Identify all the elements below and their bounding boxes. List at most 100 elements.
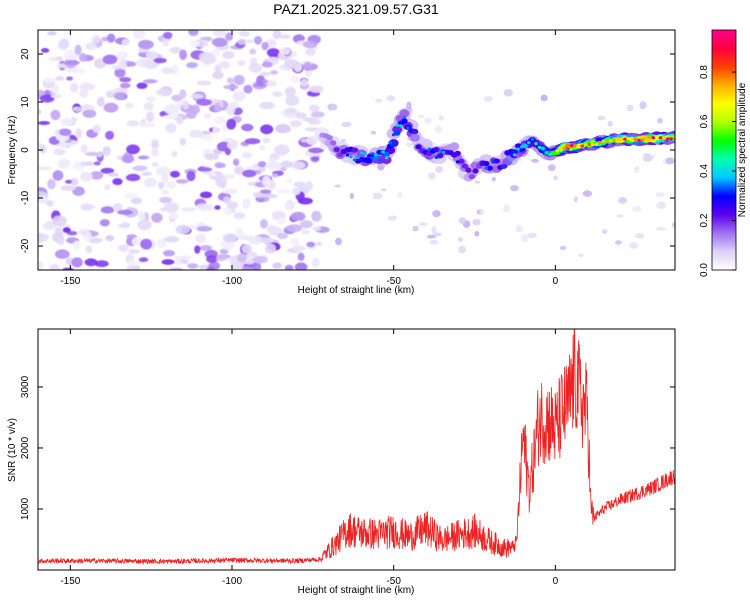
noise-blob (474, 231, 480, 237)
noise-blob (286, 224, 303, 233)
noise-blob (84, 258, 98, 267)
ridge-mark (402, 115, 407, 119)
y-tick-label: 20 (20, 48, 31, 60)
noise-blob (225, 32, 234, 41)
ridge-mark (512, 153, 517, 157)
noise-blob (175, 179, 189, 184)
noise-blob (417, 114, 425, 119)
noise-blob (140, 238, 153, 250)
ridge-mark (427, 147, 432, 151)
noise-blob (242, 198, 251, 209)
noise-blob (159, 196, 173, 204)
noise-blob (233, 158, 240, 166)
noise-blob (212, 126, 220, 135)
ridge-mark (616, 138, 620, 142)
noise-blob (249, 48, 257, 55)
noise-blob (119, 77, 132, 83)
noise-blob (214, 205, 221, 210)
noise-blob (491, 176, 496, 182)
noise-blob (138, 39, 154, 50)
ridge-mark (605, 140, 609, 144)
ridge-mark (415, 144, 422, 150)
noise-blob (188, 224, 198, 230)
ridge-mark (601, 139, 606, 143)
noise-blob (165, 123, 177, 133)
noise-blob (71, 178, 79, 186)
noise-blob (635, 233, 645, 239)
noise-blob (75, 128, 83, 139)
noise-blob (397, 192, 403, 198)
noise-blob (92, 124, 101, 134)
noise-blob (89, 171, 104, 180)
noise-blob (483, 96, 493, 102)
noise-blob (304, 181, 313, 192)
noise-blob (138, 257, 149, 263)
ridge-mark (502, 163, 506, 168)
noise-blob (126, 120, 140, 127)
noise-blob (105, 90, 115, 99)
noise-blob (219, 248, 229, 255)
x-tick-label: -50 (386, 276, 401, 287)
noise-blob (105, 235, 115, 242)
noise-blob (223, 84, 239, 90)
noise-blob (204, 153, 220, 161)
noise-blob (327, 103, 338, 111)
noise-blob (55, 76, 65, 81)
noise-blob (92, 35, 101, 44)
ridge-mark (383, 151, 390, 157)
noise-blob (164, 236, 180, 243)
noise-blob (656, 227, 666, 231)
noise-blob (152, 161, 159, 168)
noise-blob (272, 262, 282, 269)
noise-blob (237, 39, 247, 45)
noise-blob (64, 60, 80, 66)
noise-blob (248, 235, 263, 245)
ridge-mark (381, 150, 385, 154)
ridge-mark (530, 137, 535, 141)
noise-blob (406, 101, 412, 110)
noise-blob (284, 86, 296, 98)
ridge-mark (569, 144, 574, 148)
ridge-mark (511, 149, 518, 155)
ridge-mark (637, 138, 641, 142)
noise-blob (118, 244, 129, 252)
noise-blob (233, 212, 246, 220)
snr-plot-area (38, 329, 675, 566)
noise-blob (163, 202, 180, 213)
noise-blob (162, 31, 173, 39)
noise-blob (280, 166, 287, 172)
noise-blob (657, 118, 663, 124)
noise-blob (126, 173, 141, 182)
noise-blob (53, 148, 66, 156)
spectrogram-y-label: Frequency (Hz) (7, 116, 18, 185)
ridge-mark (468, 174, 476, 180)
noise-blob (47, 178, 56, 190)
noise-blob (119, 82, 131, 89)
noise-blob (114, 67, 126, 78)
noise-blob (259, 219, 268, 229)
noise-blob (261, 79, 268, 84)
ridge-mark (630, 139, 634, 143)
noise-blob (262, 175, 271, 187)
noise-blob (233, 166, 245, 175)
noise-blob (237, 253, 247, 263)
noise-blob (128, 249, 141, 254)
noise-blob (290, 76, 300, 83)
noise-blob (130, 197, 142, 205)
noise-blob (260, 189, 272, 194)
noise-blob (157, 181, 165, 190)
noise-blob (253, 36, 263, 45)
noise-blob (267, 226, 283, 236)
noise-blob (406, 142, 413, 147)
snr-y-label: SNR (10 * v/v) (7, 418, 18, 482)
x-tick-label: 0 (553, 576, 559, 587)
ridge-mark (465, 167, 472, 173)
ridge-mark (493, 158, 500, 164)
noise-blob (194, 245, 201, 254)
noise-blob (80, 81, 91, 91)
ridge-mark (401, 118, 408, 124)
noise-blob (195, 233, 206, 244)
noise-blob (267, 157, 277, 169)
ridge-mark (518, 146, 525, 152)
